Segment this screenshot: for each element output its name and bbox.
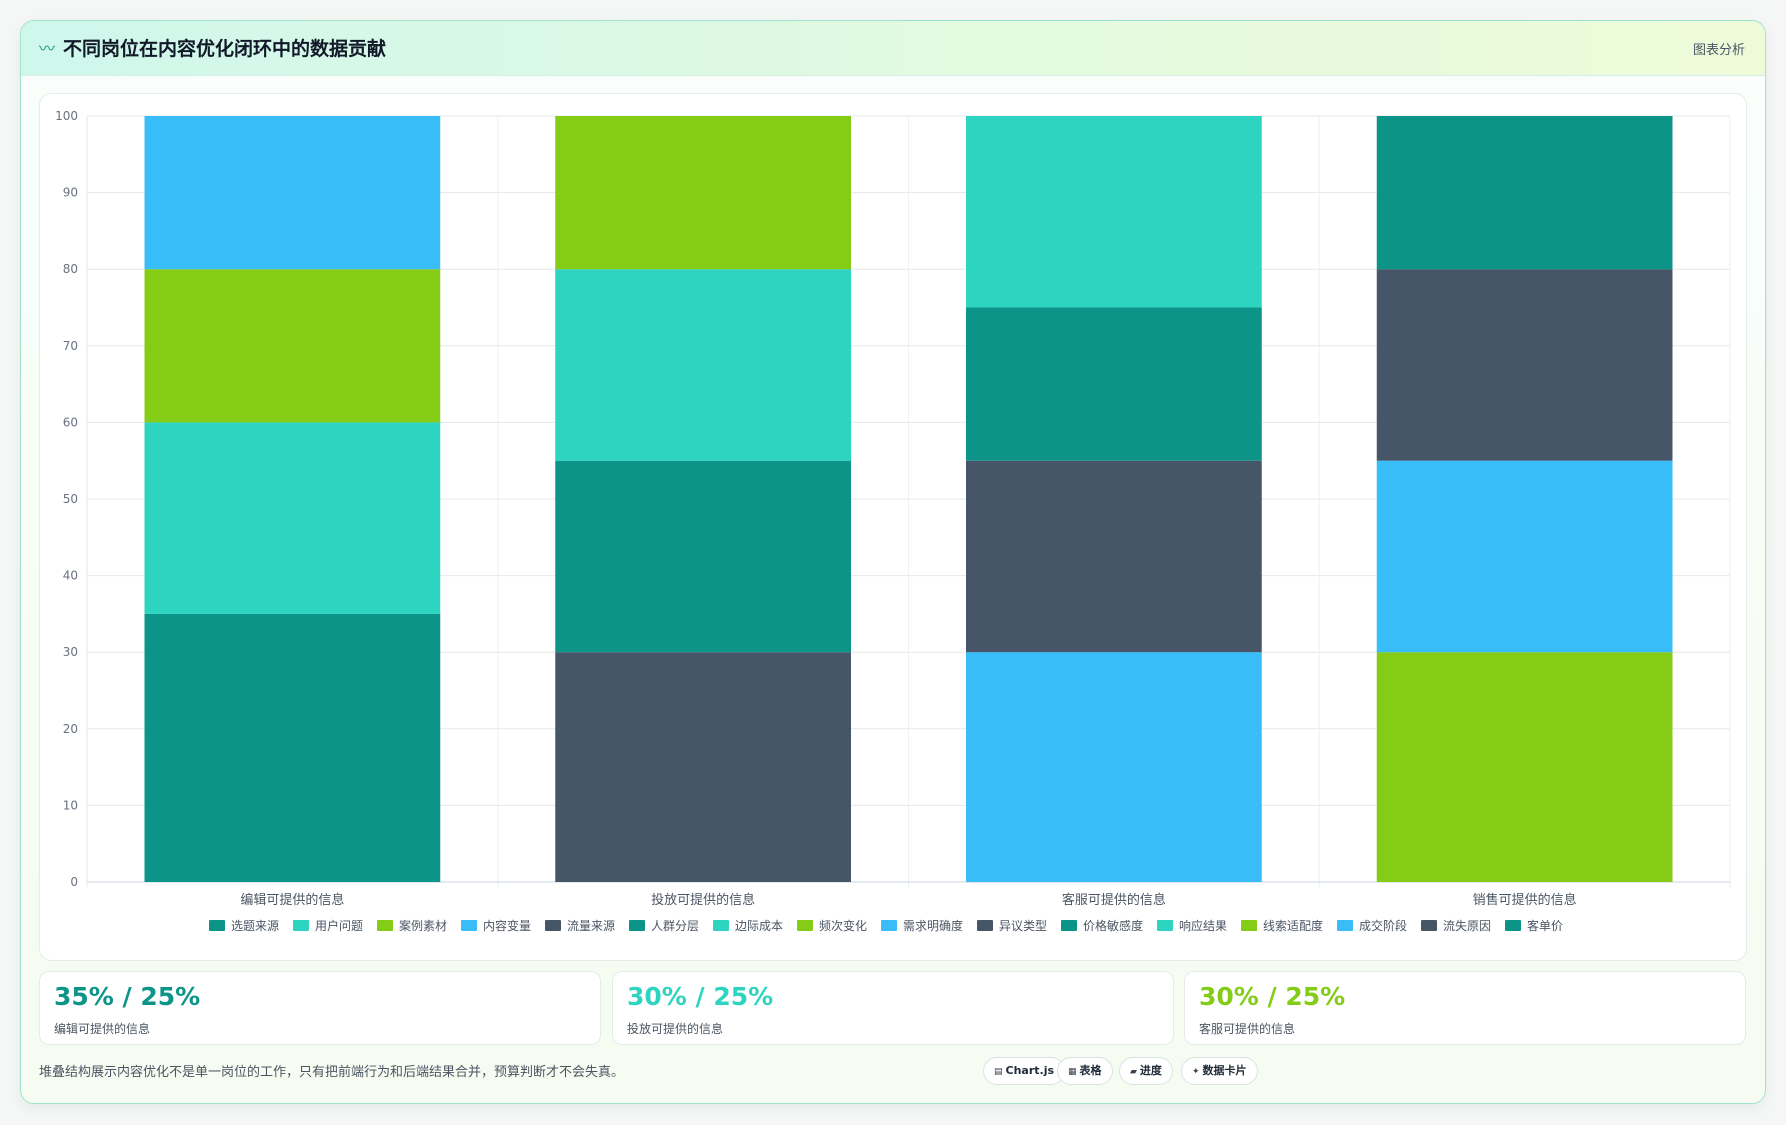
legend-label: 用户问题 — [315, 918, 363, 933]
sparkle-icon: ✦ — [1192, 1067, 1200, 1077]
x-tick-label: 客服可提供的信息 — [1062, 892, 1166, 908]
legend-swatch — [881, 920, 897, 931]
bar-segment — [966, 652, 1262, 882]
y-tick-label: 50 — [63, 492, 78, 506]
card-header: 〰 不同岗位在内容优化闭环中的数据贡献 图表分析 — [21, 21, 1765, 76]
page-title: 不同岗位在内容优化闭环中的数据贡献 — [63, 38, 387, 60]
bar-segment — [1376, 652, 1673, 882]
bar-segment — [144, 422, 441, 614]
pill-label: Chart.js — [1005, 1064, 1055, 1077]
pill-table[interactable]: ▦ 表格 — [1057, 1057, 1113, 1085]
legend-swatch — [1505, 920, 1521, 931]
pill-progress[interactable]: ▰ 进度 — [1119, 1057, 1173, 1085]
stacked-bar-chart: 0 10 20 30 40 50 60 70 80 90 100 编辑可提供的信息 投放可提供的信息 客服… — [55, 109, 1731, 933]
bar-segment — [966, 460, 1262, 653]
y-tick-label: 60 — [63, 415, 78, 429]
legend-label: 响应结果 — [1179, 918, 1227, 933]
bar-segment — [144, 613, 441, 882]
stat-card: 35% / 25% 编辑可提供的信息 — [39, 971, 601, 1045]
stat-value: 30% / 25% — [1199, 982, 1346, 1011]
stat-label: 客服可提供的信息 — [1199, 1022, 1296, 1036]
legend-label: 人群分层 — [651, 919, 699, 933]
chart-icon: ▤ — [994, 1067, 1003, 1077]
bar-segment — [144, 269, 441, 423]
stat-cards: 35% / 25% 编辑可提供的信息 30% / 25% 投放可提供的信息 30… — [39, 971, 1746, 1045]
pill-label: 数据卡片 — [1202, 1064, 1247, 1077]
y-tick-label: 30 — [63, 645, 78, 659]
legend-swatch — [977, 920, 993, 931]
bar-segment — [966, 116, 1262, 308]
legend-label: 边际成本 — [735, 919, 783, 933]
legend-swatch — [713, 920, 729, 931]
stat-card: 30% / 25% 客服可提供的信息 — [1184, 971, 1746, 1045]
y-tick-label: 0 — [70, 875, 78, 889]
bar-segment — [966, 307, 1262, 461]
legend-label: 成交阶段 — [1359, 918, 1407, 933]
legend-label: 内容变量 — [483, 918, 531, 933]
pill-label: 表格 — [1079, 1064, 1102, 1077]
legend-swatch — [1337, 920, 1353, 931]
legend-swatch — [545, 920, 561, 931]
y-tick-label: 90 — [63, 186, 78, 200]
legend-label: 客单价 — [1527, 918, 1563, 933]
stat-label: 投放可提供的信息 — [627, 1022, 724, 1036]
pill-label: 进度 — [1139, 1064, 1162, 1077]
x-tick-label: 销售可提供的信息 — [1473, 892, 1577, 908]
legend-swatch — [209, 920, 225, 931]
bar-segment — [555, 116, 851, 270]
stat-card: 30% / 25% 投放可提供的信息 — [612, 971, 1174, 1045]
y-tick-label: 10 — [63, 798, 78, 812]
legend-label: 频次变化 — [819, 918, 867, 933]
legend-label: 异议类型 — [999, 919, 1047, 933]
bar-segment — [1376, 269, 1673, 461]
y-tick-label: 40 — [63, 569, 78, 583]
x-tick-label: 编辑可提供的信息 — [240, 892, 344, 908]
legend-swatch — [1241, 920, 1257, 931]
legend-swatch — [293, 920, 309, 931]
legend-swatch — [797, 920, 813, 931]
wave-icon: 〰 — [39, 39, 56, 58]
bar-segment — [144, 116, 441, 270]
bar-segment — [555, 652, 851, 882]
bar-segment — [555, 269, 851, 461]
stat-value: 35% / 25% — [54, 982, 201, 1011]
y-tick-label: 20 — [63, 722, 78, 736]
legend-label: 需求明确度 — [903, 918, 963, 933]
progress-icon: ▰ — [1130, 1067, 1137, 1077]
bar-segment — [1376, 460, 1673, 653]
legend-label: 流量来源 — [567, 919, 615, 933]
stat-value: 30% / 25% — [627, 982, 774, 1011]
chart-card: 〰 不同岗位在内容优化闭环中的数据贡献 图表分析 0 10 20 30 40 50 60 70… — [20, 20, 1766, 1104]
bar-segment — [555, 460, 851, 653]
legend-label: 案例素材 — [399, 918, 447, 933]
stat-label: 编辑可提供的信息 — [54, 1022, 151, 1036]
legend-swatch — [1157, 920, 1173, 931]
legend-swatch — [629, 920, 645, 931]
legend-label: 流失原因 — [1443, 918, 1491, 933]
legend-swatch — [1061, 920, 1077, 931]
x-tick-label: 投放可提供的信息 — [651, 892, 755, 908]
legend-label: 线索适配度 — [1263, 918, 1323, 933]
pill-chartjs[interactable]: ▤ Chart.js — [983, 1057, 1066, 1085]
bar-segment — [1376, 116, 1673, 270]
legend-label: 选题来源 — [231, 919, 279, 933]
chart-analysis-button[interactable]: 图表分析 — [1692, 43, 1745, 58]
y-tick-label: 70 — [63, 339, 78, 353]
footer-note: 堆叠结构展示内容优化不是单一岗位的工作，只有把前端行为和后端结果合并，预算判断才… — [39, 1065, 625, 1080]
y-tick-label: 100 — [55, 109, 78, 123]
legend-swatch — [377, 920, 393, 931]
legend-label: 价格敏感度 — [1083, 918, 1143, 933]
legend-swatch — [1421, 920, 1437, 931]
legend-swatch — [461, 920, 477, 931]
pill-data-card[interactable]: ✦ 数据卡片 — [1181, 1057, 1258, 1085]
chart-panel: 0 10 20 30 40 50 60 70 80 90 100 编辑可提供的信息 投放可提供的信息 客服… — [39, 93, 1747, 961]
y-tick-label: 80 — [63, 262, 78, 276]
table-icon: ▦ — [1068, 1067, 1077, 1077]
